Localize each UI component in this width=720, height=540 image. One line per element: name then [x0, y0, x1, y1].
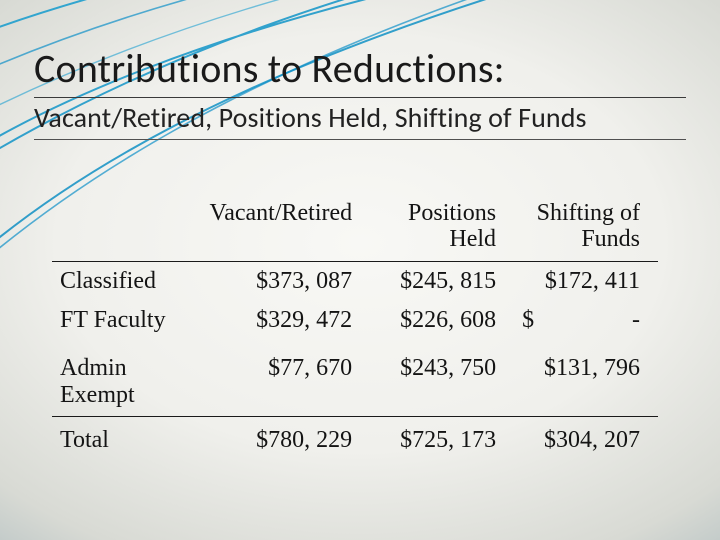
- row-label: Classified: [52, 261, 202, 301]
- reductions-table: Vacant/Retired Positions Held Shifting o…: [52, 200, 658, 460]
- total-value: $304, 207: [514, 416, 658, 460]
- table-row: FT Faculty $329, 472 $226, 608 $-: [52, 301, 658, 348]
- cell-value: $373, 087: [202, 261, 371, 301]
- table-total-row: Total $780, 229 $725, 173 $304, 207: [52, 416, 658, 460]
- table-row: AdminExempt $77, 670 $243, 750 $131, 796: [52, 349, 658, 417]
- table-row: Classified $373, 087 $245, 815 $172, 411: [52, 261, 658, 301]
- total-value: $725, 173: [370, 416, 514, 460]
- cell-value: $329, 472: [202, 301, 371, 348]
- cell-value: $-: [514, 301, 658, 348]
- col-header-positions: Positions Held: [370, 200, 514, 261]
- row-label: AdminExempt: [52, 349, 202, 417]
- cell-value: $243, 750: [370, 349, 514, 417]
- col-header-blank: [52, 200, 202, 261]
- slide-title: Contributions to Reductions:: [34, 44, 686, 93]
- cell-value: $131, 796: [514, 349, 658, 417]
- total-label: Total: [52, 416, 202, 460]
- row-label: FT Faculty: [52, 301, 202, 348]
- cell-value: $172, 411: [514, 261, 658, 301]
- slide-subtitle: Vacant/Retired, Positions Held, Shifting…: [34, 100, 686, 135]
- cell-value: $226, 608: [370, 301, 514, 348]
- cell-value: $245, 815: [370, 261, 514, 301]
- table-header-row: Vacant/Retired Positions Held Shifting o…: [52, 200, 658, 261]
- col-header-vacant: Vacant/Retired: [202, 200, 371, 261]
- cell-value: $77, 670: [202, 349, 371, 417]
- total-value: $780, 229: [202, 416, 371, 460]
- subtitle-rule: [34, 139, 686, 140]
- col-header-shifting: Shifting of Funds: [514, 200, 658, 261]
- title-rule: [34, 97, 686, 98]
